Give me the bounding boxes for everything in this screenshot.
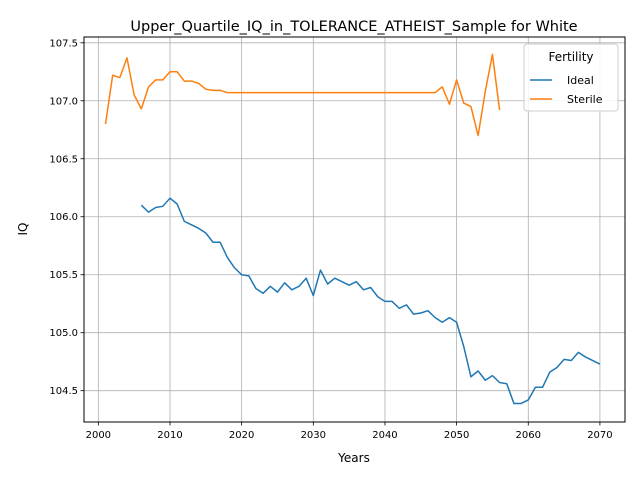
legend: Fertility Ideal Sterile <box>523 43 619 112</box>
plot-series <box>104 53 601 405</box>
legend-label-sterile: Sterile <box>567 93 603 106</box>
y-tick-label: 107.0 <box>49 96 78 107</box>
legend-label-ideal: Ideal <box>567 74 594 87</box>
x-tick-label: 2020 <box>229 430 254 441</box>
x-tick-label: 2030 <box>301 430 326 441</box>
y-tick-label: 106.5 <box>49 154 78 165</box>
plot-area-frame <box>83 36 626 423</box>
y-tick-label: 107.5 <box>49 38 78 49</box>
x-axis-label: Years <box>337 451 370 465</box>
x-tick-label: 2070 <box>587 430 612 441</box>
x-tick-label: 2010 <box>157 430 182 441</box>
y-axis-label: IQ <box>16 223 30 236</box>
x-tick-label: 2000 <box>86 430 111 441</box>
legend-title: Fertility <box>548 50 593 64</box>
legend-entries: Ideal Sterile <box>530 74 603 106</box>
y-tick-label: 105.0 <box>49 328 78 339</box>
y-axis-ticks: 104.5 105.0 105.5 106.0 106.5 107.0 107.5 <box>49 38 84 397</box>
series-line-ideal <box>140 197 601 405</box>
chart-title: Upper_Quartile_IQ_in_TOLERANCE_ATHEIST_S… <box>130 19 577 35</box>
y-tick-label: 104.5 <box>49 386 78 397</box>
x-tick-label: 2050 <box>444 430 469 441</box>
y-tick-label: 105.5 <box>49 270 78 281</box>
x-tick-label: 2040 <box>372 430 397 441</box>
x-tick-label: 2060 <box>516 430 541 441</box>
y-tick-label: 106.0 <box>49 212 78 223</box>
series-line-sterile <box>104 53 501 137</box>
legend-box <box>523 43 619 112</box>
x-axis-ticks: 2000 2010 2020 2030 2040 2050 2060 2070 <box>86 422 613 441</box>
